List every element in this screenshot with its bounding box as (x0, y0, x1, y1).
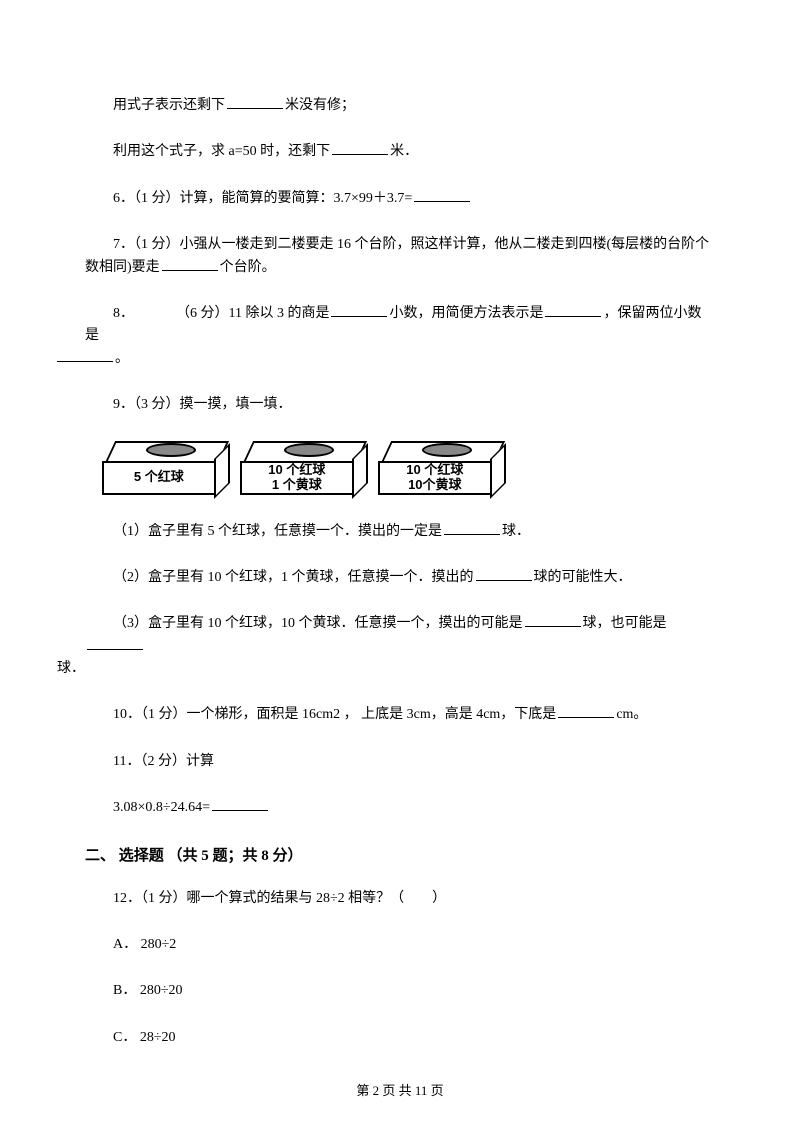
text: C． 28÷20 (113, 1030, 176, 1045)
text: 球． (502, 524, 530, 539)
q12-option-c: C． 28÷20 (85, 1027, 715, 1049)
text: 第 2 页 共 11 页 (356, 1083, 443, 1098)
text: 3.08×0.8÷24.64= (113, 800, 210, 815)
text: 二、 选择题 （共 5 题；共 8 分） (85, 848, 303, 864)
text: 个台阶。 (220, 260, 276, 275)
text: B． 280÷20 (113, 983, 183, 998)
text: （3）盒子里有 10 个红球，10 个黄球．任意摸一个，摸出的可能是 (113, 616, 523, 631)
question-9: 9．（3 分）摸一摸，填一填． (85, 394, 715, 416)
blank (476, 567, 532, 581)
text: 米没有修； (285, 98, 355, 113)
text: A． 280÷2 (113, 937, 176, 952)
box-label: 1 个黄球 (272, 478, 322, 493)
text: 米． (390, 144, 418, 159)
line-remaining-expr: 用式子表示还剩下 米没有修； (85, 95, 715, 117)
q12-option-b: B． 280÷20 (85, 980, 715, 1002)
blank (57, 348, 113, 362)
text: （2）盒子里有 10 个红球，1 个黄球，任意摸一个．摸出的 (113, 570, 474, 585)
box-1: 5 个红球 (102, 441, 232, 497)
box-front: 10 个红球 10个黄球 (378, 461, 492, 495)
blank (558, 704, 614, 718)
box-2: 10 个红球 1 个黄球 (240, 441, 370, 497)
text: 球的可能性大． (534, 570, 632, 585)
text: 9．（3 分）摸一摸，填一填． (113, 397, 292, 412)
box-front: 10 个红球 1 个黄球 (240, 461, 354, 495)
text: 6．（1 分）计算，能简算的要简算：3.7×99＋3.7= (113, 191, 412, 206)
section-2-header: 二、 选择题 （共 5 题；共 8 分） (85, 844, 715, 868)
blank (212, 797, 268, 811)
question-11-expr: 3.08×0.8÷24.64= (85, 797, 715, 819)
question-8: 8． （6 分）11 除以 3 的商是小数，用简便方法表示是，保留两位小数是。 (85, 303, 715, 370)
text: 。 (115, 351, 129, 366)
blank (525, 613, 581, 627)
box-hole (284, 443, 334, 457)
text: cm。 (616, 707, 647, 722)
blank (87, 636, 143, 650)
box-front: 5 个红球 (102, 461, 216, 495)
q12-option-a: A． 280÷2 (85, 934, 715, 956)
text: 10．（1 分）一个梯形，面积是 16cm2 ， 上底是 3cm，高是 4cm，… (113, 707, 556, 722)
box-label: 5 个红球 (134, 470, 184, 485)
question-11: 11．（2 分）计算 (85, 751, 715, 773)
text: 11．（2 分）计算 (113, 754, 214, 769)
box-hole (422, 443, 472, 457)
text: （1）盒子里有 5 个红球，任意摸一个．摸出的一定是 (113, 524, 442, 539)
box-label: 10个黄球 (408, 478, 461, 493)
blank (331, 303, 387, 317)
question-6: 6．（1 分）计算，能简算的要简算：3.7×99＋3.7= (85, 188, 715, 210)
blank (227, 95, 283, 109)
question-9-3: （3）盒子里有 10 个红球，10 个黄球．任意摸一个，摸出的可能是 球，也可能是… (85, 613, 715, 680)
box-hole (146, 443, 196, 457)
question-10: 10．（1 分）一个梯形，面积是 16cm2 ， 上底是 3cm，高是 4cm，… (85, 704, 715, 726)
blank (162, 257, 218, 271)
box-label: 10 个红球 (406, 463, 463, 478)
blank (414, 188, 470, 202)
blank (444, 521, 500, 535)
text: 球． (57, 661, 85, 676)
question-12: 12．（1 分）哪一个算式的结果与 28÷2 相等？（ ） (85, 888, 715, 910)
text: 小数，用简便方法表示是 (389, 306, 543, 321)
page-footer: 第 2 页 共 11 页 (0, 1081, 800, 1102)
blank (332, 141, 388, 155)
question-9-1: （1）盒子里有 5 个红球，任意摸一个．摸出的一定是 球． (85, 521, 715, 543)
question-9-2: （2）盒子里有 10 个红球，1 个黄球，任意摸一个．摸出的 球的可能性大． (85, 567, 715, 589)
box-label: 10 个红球 (268, 463, 325, 478)
text: 用式子表示还剩下 (113, 98, 225, 113)
text: 12．（1 分）哪一个算式的结果与 28÷2 相等？（ ） (113, 891, 446, 906)
text: 8． （6 分）11 除以 3 的商是 (113, 306, 329, 321)
blank (545, 303, 601, 317)
box-3: 10 个红球 10个黄球 (378, 441, 508, 497)
text: 球，也可能是 (583, 616, 667, 631)
text: 利用这个式子，求 a=50 时，还剩下 (113, 144, 330, 159)
boxes-figure: 5 个红球 10 个红球 1 个黄球 10 个红球 10个黄球 (85, 441, 715, 497)
line-a50: 利用这个式子，求 a=50 时，还剩下 米． (85, 141, 715, 163)
question-7: 7．（1 分）小强从一楼走到二楼要走 16 个台阶，照这样计算，他从二楼走到四楼… (85, 234, 715, 279)
